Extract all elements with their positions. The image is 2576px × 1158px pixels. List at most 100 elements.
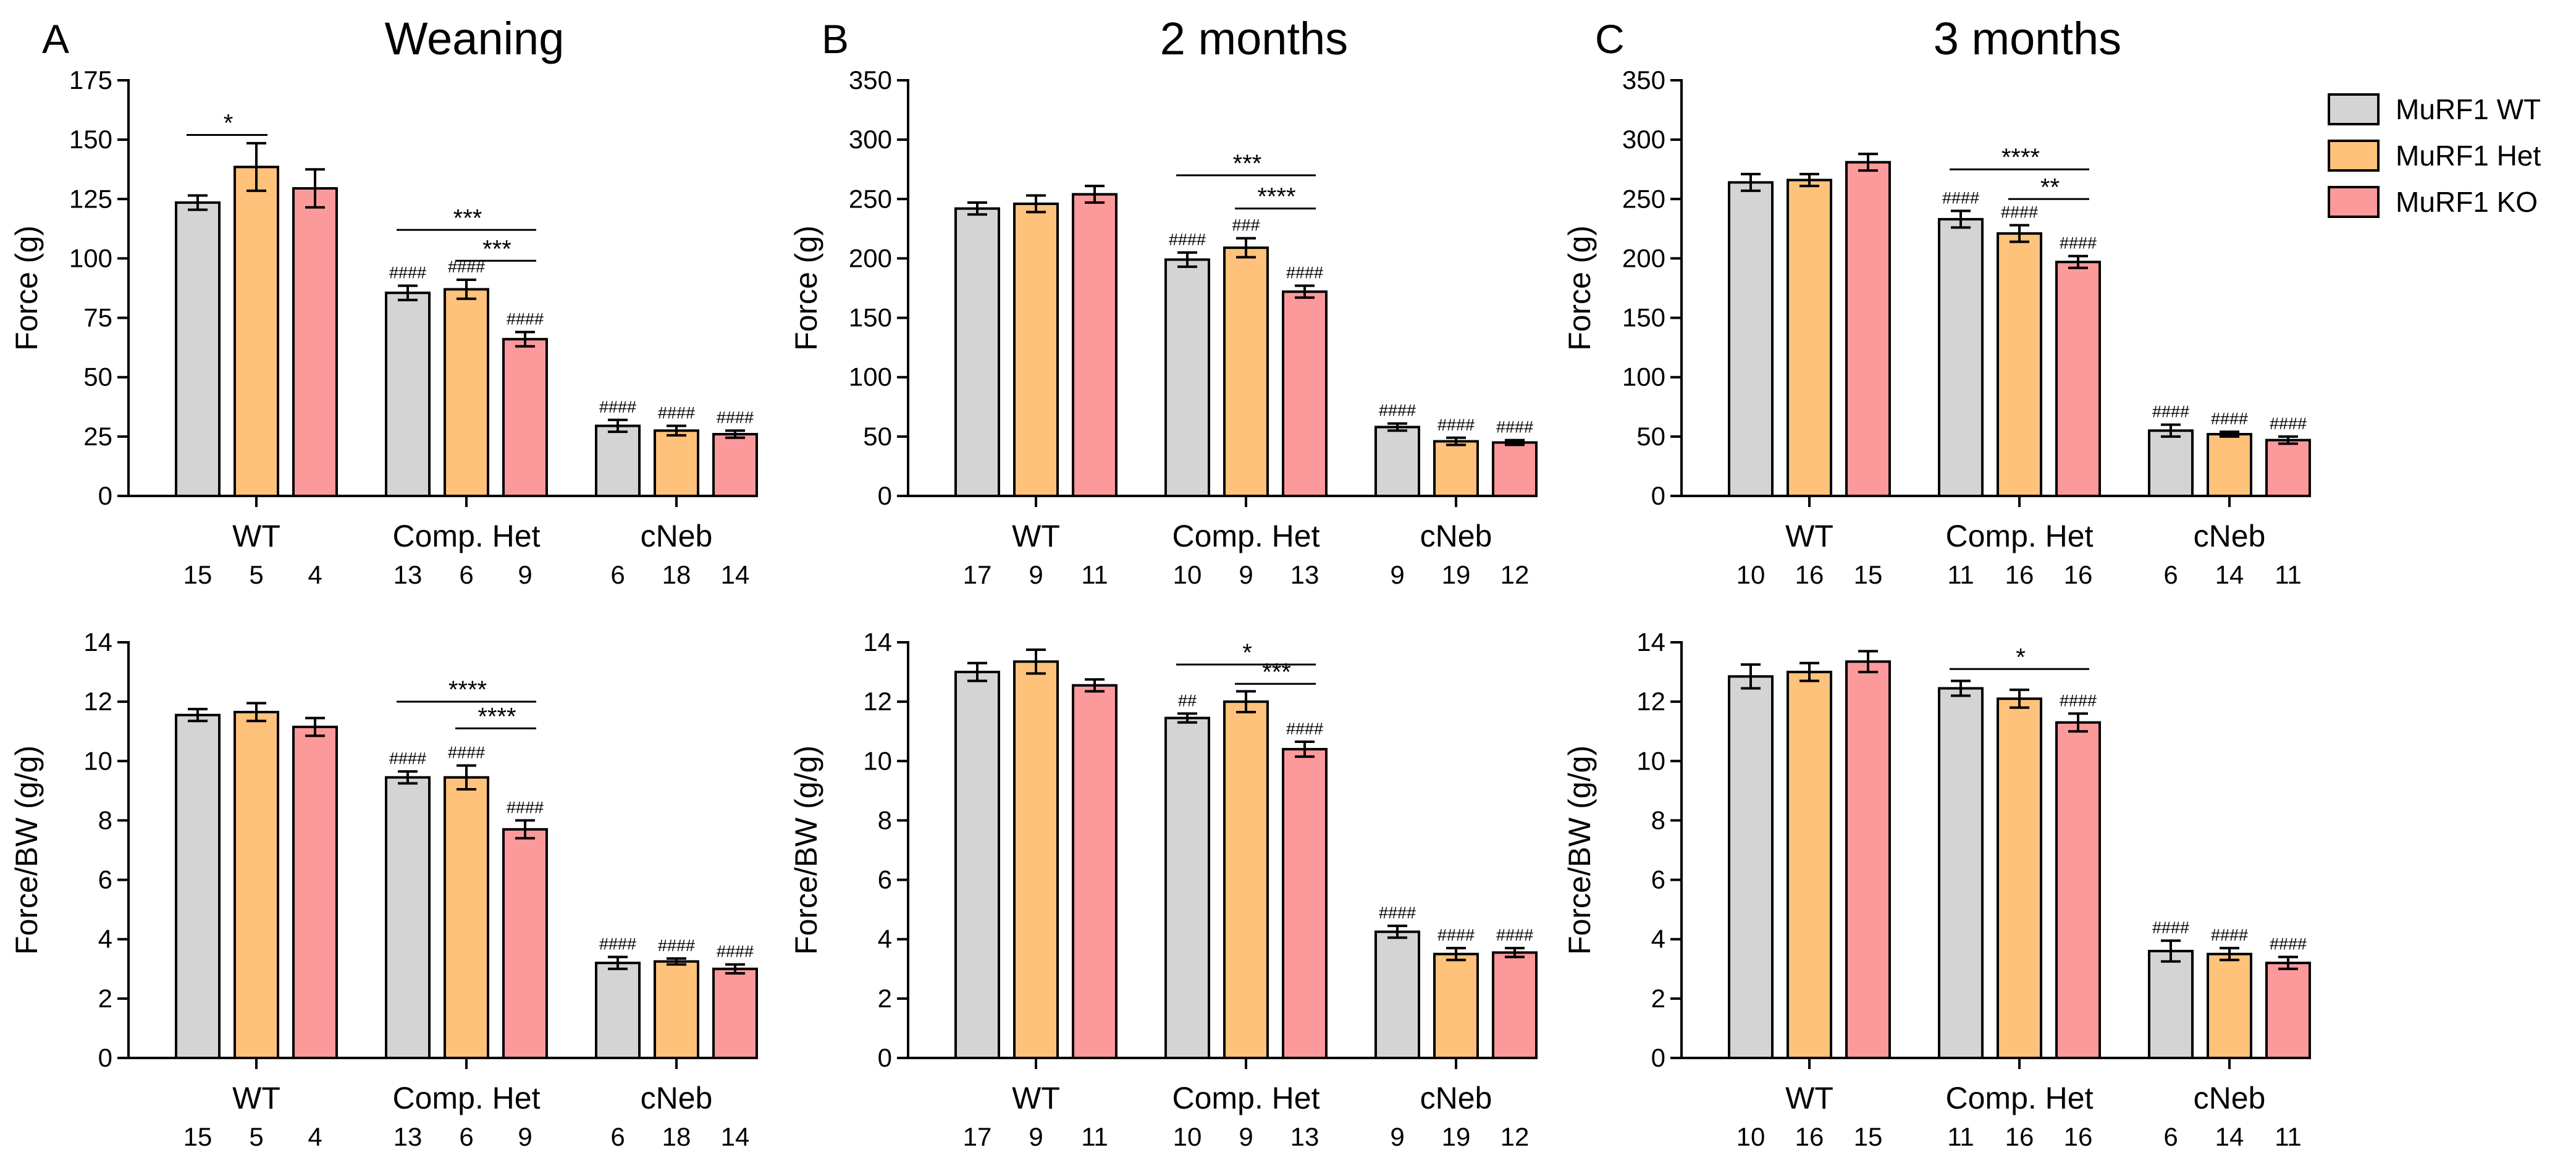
significance-hash: ####: [717, 942, 754, 961]
significance-stars: ****: [1257, 183, 1295, 211]
bar: [654, 960, 699, 1059]
y-tick-label: 0: [1651, 1043, 1665, 1072]
y-axis-label: Force/BW (g/g): [789, 745, 823, 955]
sample-count: 18: [662, 560, 691, 589]
y-tick-label: 2: [98, 984, 112, 1013]
bar: [385, 776, 431, 1059]
significance-hash: ####: [389, 749, 426, 768]
y-tick-label: 10: [83, 746, 112, 775]
sample-count: 16: [2064, 1122, 2093, 1151]
significance-hash: ####: [389, 264, 426, 282]
sample-count: 5: [249, 560, 263, 589]
bar: [1787, 671, 1832, 1059]
bar: [1845, 660, 1891, 1060]
sample-count: 6: [610, 560, 625, 589]
bar: [1433, 952, 1479, 1059]
x-group-label: WT: [1012, 519, 1060, 553]
bar: [234, 710, 279, 1060]
bar: [2148, 429, 2194, 497]
y-tick-label: 100: [849, 363, 892, 392]
significance-stars: ***: [1233, 150, 1262, 177]
sample-count: 11: [1947, 560, 1974, 589]
legend-label: MuRF1 WT: [2396, 93, 2541, 125]
sample-count: 17: [963, 1122, 992, 1151]
significance-hash: ####: [1169, 230, 1206, 249]
significance-hash: ####: [1286, 264, 1323, 282]
sample-count: 10: [1173, 560, 1202, 589]
significance-hash: ####: [658, 404, 695, 422]
y-tick-label: 4: [98, 925, 112, 954]
y-tick-label: 10: [1636, 746, 1665, 775]
y-tick-label: 10: [863, 746, 892, 775]
significance-hash: ####: [717, 408, 754, 427]
significance-hash: ####: [2270, 935, 2307, 954]
bar: [2055, 261, 2101, 497]
y-tick-label: 25: [83, 422, 112, 451]
y-tick-label: 0: [878, 481, 892, 510]
chart-panel-4: Force/BW (g/g) 0 2 4 6 8 10 12 14 WT 15 5 4 Comp. Het…: [9, 627, 758, 1151]
y-tick-label: 50: [83, 363, 112, 392]
x-group-label: Comp. Het: [1172, 1081, 1320, 1115]
bar: [1728, 181, 1774, 497]
significance-hash: ####: [507, 798, 544, 816]
significance-hash: ####: [599, 935, 636, 954]
y-tick-label: 6: [1651, 865, 1665, 894]
bar: [1997, 232, 2042, 497]
sample-count: 9: [1390, 560, 1404, 589]
x-group-label: Comp. Het: [1946, 1081, 2094, 1115]
bar: [654, 429, 699, 497]
bar: [2055, 721, 2101, 1059]
y-tick-label: 12: [863, 687, 892, 716]
sample-count: 13: [1290, 1122, 1320, 1151]
bar: [1433, 440, 1479, 498]
x-group-label: WT: [232, 1081, 280, 1115]
sample-count: 15: [183, 1122, 213, 1151]
x-group-label: WT: [1785, 1081, 1833, 1115]
significance-hash: ####: [1437, 416, 1475, 434]
significance-hash: ####: [1942, 189, 1979, 208]
y-tick-label: 4: [1651, 925, 1665, 954]
y-tick-label: 300: [1622, 125, 1665, 154]
y-tick-label: 12: [1636, 687, 1665, 716]
significance-hash: ####: [1379, 904, 1416, 922]
sample-count: 14: [721, 560, 750, 589]
x-group-label: cNeb: [2194, 1081, 2266, 1115]
sample-count: 16: [2064, 560, 2093, 589]
sample-count: 15: [1854, 560, 1883, 589]
sample-count: 11: [2275, 1122, 2302, 1151]
sample-count: 16: [1795, 1122, 1824, 1151]
sample-count: 10: [1736, 1122, 1766, 1151]
chart-panel-6: Force/BW (g/g) 0 2 4 6 8 10 12 14 WT 10 16 15 Comp. H…: [1562, 627, 2311, 1151]
significance-hash: ####: [448, 743, 485, 762]
y-tick-label: 150: [849, 303, 892, 332]
bar: [1997, 697, 2042, 1059]
panel-letter: B: [822, 16, 849, 62]
bar: [1282, 748, 1328, 1059]
sample-count: 11: [1947, 1122, 1974, 1151]
x-group-label: cNeb: [1420, 519, 1492, 553]
bar: [502, 338, 548, 497]
bar: [2207, 433, 2252, 497]
bar: [175, 713, 221, 1059]
y-axis-label: Force/BW (g/g): [9, 745, 44, 955]
sample-count: 9: [518, 1122, 532, 1151]
sample-count: 6: [459, 1122, 473, 1151]
y-tick-label: 350: [849, 65, 892, 94]
significance-hash: ####: [2152, 918, 2189, 937]
bar: [1223, 246, 1269, 497]
y-axis-label: Force (g): [1562, 225, 1597, 351]
bar: [502, 828, 548, 1059]
x-group-label: Comp. Het: [393, 519, 541, 553]
sample-count: 4: [308, 560, 322, 589]
y-tick-label: 14: [83, 627, 112, 657]
bar: [234, 166, 279, 497]
significance-hash: ####: [599, 398, 636, 416]
significance-hash: ####: [2060, 234, 2097, 253]
bar: [1492, 441, 1538, 498]
bar: [1072, 684, 1118, 1060]
y-tick-label: 8: [1651, 805, 1665, 834]
sample-count: 14: [721, 1122, 750, 1151]
y-tick-label: 0: [1651, 481, 1665, 510]
bar: [2265, 438, 2311, 498]
